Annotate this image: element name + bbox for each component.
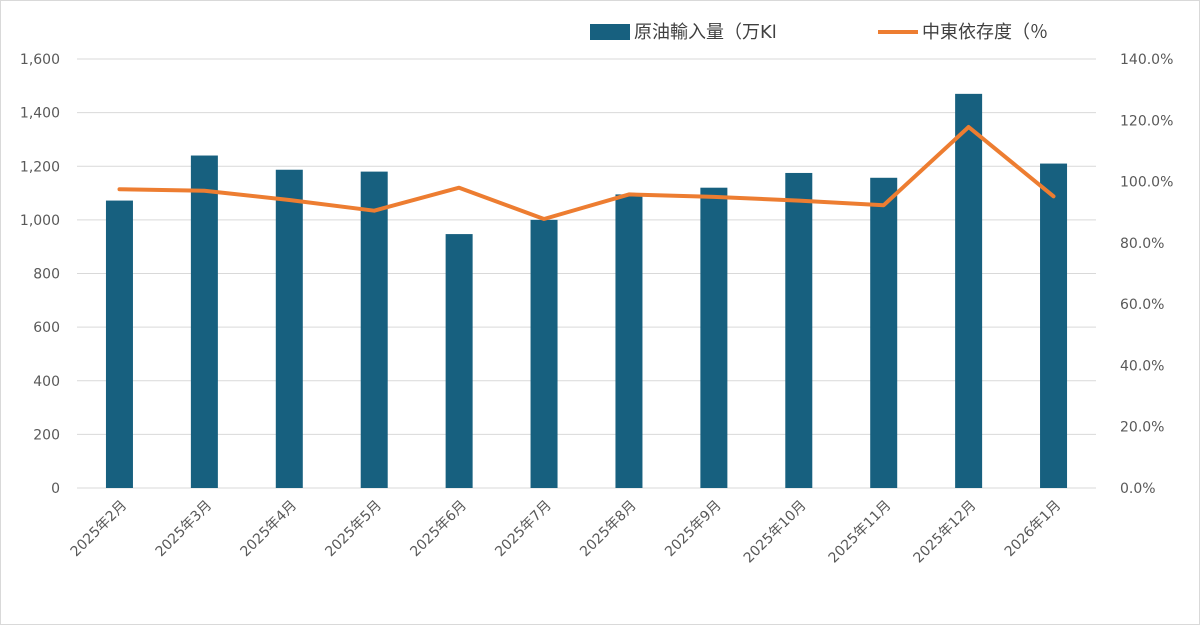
bar <box>445 234 473 488</box>
x-axis-ticks: 2025年2月 2025年3月 2025年4月 2025年5月 2025年6月 2025年… <box>68 498 1065 567</box>
bar <box>615 194 643 488</box>
bar <box>190 155 218 488</box>
left-tick-label: 1,600 <box>20 52 60 68</box>
bar <box>870 177 898 489</box>
left-tick-label: 1,400 <box>20 106 60 122</box>
right-tick-label: 60.0% <box>1120 297 1164 313</box>
right-tick-label: 0.0% <box>1120 481 1156 497</box>
legend-label-line: 中東依存度（％ <box>922 22 1048 43</box>
legend-label-bar: 原油輸入量（万Kl <box>634 22 777 43</box>
right-tick-label: 140.0% <box>1120 52 1173 68</box>
right-axis-ticks: 0.0% 20.0% 40.0% 60.0% 80.0% 100.0% 120.0% 140.… <box>1120 52 1173 497</box>
left-tick-label: 200 <box>33 427 60 443</box>
x-tick-label: 2025年2月 <box>68 498 131 561</box>
x-tick-label: 2025年7月 <box>492 498 555 561</box>
bar <box>785 172 813 488</box>
left-axis-ticks: 0 200 400 600 800 1,000 1,200 1,400 1,600 <box>20 52 60 497</box>
bar <box>275 169 303 488</box>
left-tick-label: 800 <box>33 267 60 283</box>
left-tick-label: 0 <box>51 481 60 497</box>
gridlines <box>77 58 1096 489</box>
x-tick-label: 2025年4月 <box>238 498 301 561</box>
right-tick-label: 40.0% <box>1120 358 1164 374</box>
bar <box>700 187 728 488</box>
bar <box>955 93 983 488</box>
series-line <box>117 125 1056 221</box>
line-series <box>117 125 1056 221</box>
bar-series <box>105 93 1068 489</box>
bar <box>530 219 558 488</box>
right-tick-label: 100.0% <box>1120 175 1173 191</box>
x-tick-label: 2025年6月 <box>407 498 470 561</box>
bar <box>1040 163 1068 488</box>
x-tick-label: 2025年3月 <box>153 498 216 561</box>
right-tick-label: 80.0% <box>1120 236 1164 252</box>
left-tick-label: 1,000 <box>20 213 60 229</box>
x-tick-label: 2025年8月 <box>577 498 640 561</box>
bar <box>105 200 133 488</box>
legend-swatch-bar <box>590 24 630 40</box>
left-tick-label: 1,200 <box>20 159 60 175</box>
bar <box>360 171 388 489</box>
x-tick-label: 2025年12月 <box>911 498 980 567</box>
x-tick-label: 2025年5月 <box>322 498 385 561</box>
left-tick-label: 400 <box>33 374 60 390</box>
right-tick-label: 20.0% <box>1120 420 1164 436</box>
left-tick-label: 600 <box>33 320 60 336</box>
x-tick-label: 2025年11月 <box>826 498 895 567</box>
x-tick-label: 2025年9月 <box>662 498 725 561</box>
x-tick-label: 2026年1月 <box>1002 498 1065 561</box>
x-tick-label: 2025年10月 <box>741 498 810 567</box>
right-tick-label: 120.0% <box>1120 113 1173 129</box>
legend: 原油輸入量（万Kl 中東依存度（％ <box>590 22 1048 43</box>
